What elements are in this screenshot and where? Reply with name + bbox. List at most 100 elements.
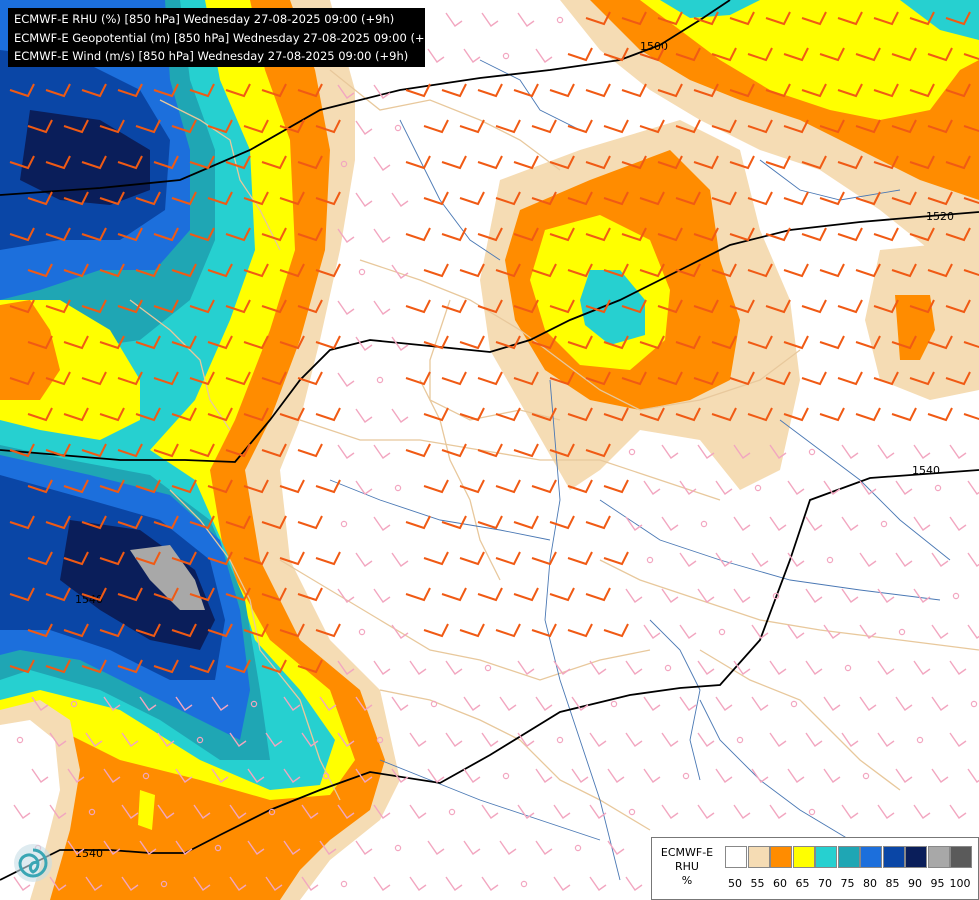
wind-barb (355, 696, 373, 711)
legend-model: ECMWF-E (660, 846, 714, 859)
wind-barb (657, 371, 683, 386)
wind-barb-calm (754, 484, 762, 492)
wind-barb-calm (250, 700, 258, 708)
wind-barb (733, 516, 751, 531)
wind-barb (373, 516, 391, 531)
wind-barb (207, 623, 233, 638)
wind-barb (571, 696, 589, 711)
wind-barb-calm (142, 772, 150, 780)
wind-barb (319, 840, 337, 855)
wind-barb (783, 191, 809, 206)
wind-barb (297, 155, 323, 170)
wind-barb (733, 660, 751, 675)
wind-barb (639, 191, 665, 206)
wind-barb (675, 191, 701, 206)
wind-barb (409, 876, 427, 891)
wind-barb (927, 119, 953, 134)
wind-barb (315, 191, 341, 206)
wind-barb (531, 263, 557, 278)
wind-barb-calm (952, 592, 960, 600)
wind-barb (657, 299, 683, 314)
wind-barb (441, 155, 467, 170)
wind-barb (171, 335, 197, 350)
legend-swatch (792, 846, 815, 868)
wind-barb (927, 191, 953, 206)
wind-barb-calm (844, 664, 852, 672)
wind-barb (441, 515, 467, 530)
wind-barb (859, 624, 877, 639)
wind-barb (189, 155, 215, 170)
wind-barb (891, 191, 917, 206)
wind-barb (261, 371, 287, 386)
wind-barb (553, 876, 571, 891)
wind-barb (243, 623, 269, 638)
wind-barb (301, 876, 319, 891)
wind-barb (603, 335, 629, 350)
wind-barb (877, 444, 895, 459)
wind-barb (279, 407, 305, 422)
wind-barb (715, 480, 733, 495)
wind-barb-calm (664, 664, 672, 672)
wind-barb (81, 299, 107, 314)
wind-barb (913, 444, 931, 459)
wind-barb (373, 804, 391, 819)
wind-barb (283, 768, 301, 783)
wind-barb (837, 83, 863, 98)
wind-barb (733, 804, 751, 819)
wind-barb (657, 227, 683, 242)
wind-barb (855, 119, 881, 134)
legend-swatch (882, 846, 905, 868)
wind-barb (765, 83, 791, 98)
wind-barb (283, 840, 301, 855)
wind-barb-calm (88, 808, 96, 816)
wind-barb-calm (358, 268, 366, 276)
wind-barb (211, 768, 229, 783)
wind-barb (495, 623, 521, 638)
wind-barb-calm (394, 484, 402, 492)
legend-tick: 65 (795, 877, 810, 890)
wind-barb (711, 335, 737, 350)
wind-barb (63, 551, 89, 566)
wind-barb (535, 48, 553, 63)
wind-barb (531, 119, 557, 134)
title-wind: ECMWF-E Wind (m/s) [850 hPa] Wednesday 2… (14, 49, 409, 63)
wind-barb (567, 335, 593, 350)
wind-barb (315, 623, 341, 638)
wind-barb (171, 191, 197, 206)
wind-barb (787, 624, 805, 639)
wind-barb (225, 443, 251, 458)
wind-barb (841, 516, 859, 531)
wind-barb (697, 732, 715, 747)
wind-barb (373, 660, 391, 675)
wind-barb (711, 191, 737, 206)
wind-barb (297, 515, 323, 530)
wind-barb (405, 515, 431, 530)
wind-barb (769, 804, 787, 819)
wind-barb (27, 191, 53, 206)
wind-barb (495, 119, 521, 134)
wind-barb (405, 83, 431, 98)
legend-tick: 90 (908, 877, 922, 890)
wind-barb (27, 479, 53, 494)
wind-barb (229, 876, 247, 891)
wind-barbs (9, 11, 979, 891)
wind-barb (873, 299, 899, 314)
wind-barb (769, 660, 787, 675)
wind-barb (967, 480, 979, 495)
wind-barb (675, 263, 701, 278)
wind-barb (693, 299, 719, 314)
wind-barb (675, 119, 701, 134)
wind-barb (211, 696, 229, 711)
wind-barb (747, 119, 773, 134)
wind-barb (229, 732, 247, 747)
wind-barb (963, 197, 979, 205)
wind-barb (697, 660, 715, 675)
contour-label-1540-east: 1540 (912, 464, 940, 477)
wind-barb (769, 444, 787, 459)
wind-barb (81, 659, 107, 674)
wind-barb (625, 876, 643, 891)
wind-barb (441, 371, 467, 386)
legend-swatch (860, 846, 882, 868)
wind-barb (639, 335, 665, 350)
wind-barb (787, 768, 805, 783)
